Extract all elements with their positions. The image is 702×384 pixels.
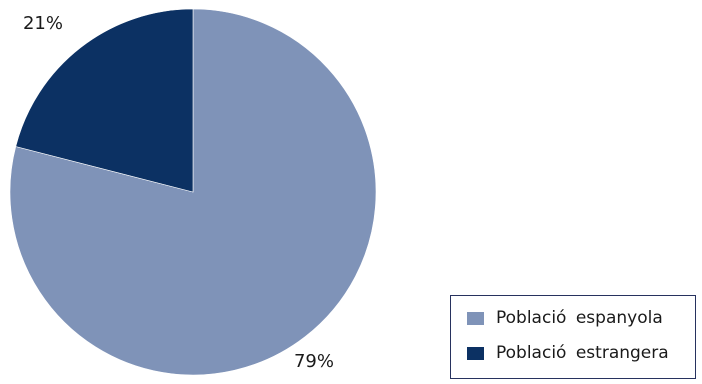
legend-label-poblacio-espanyola: Població espanyola xyxy=(496,308,663,328)
legend-swatch-poblacio-espanyola xyxy=(467,311,484,325)
legend-swatch-poblacio-estrangera xyxy=(467,346,484,360)
chart-legend: Població espanyola Població estrangera xyxy=(450,295,696,379)
legend-label-poblacio-estrangera: Població estrangera xyxy=(496,343,669,363)
pie-data-labels: 79% 21% xyxy=(23,13,334,372)
pie-slice-poblaci-estrangera xyxy=(15,8,194,193)
data-label-poblaci-estrangera: 21% xyxy=(23,13,63,34)
data-label-poblaci-espanyola: 79% xyxy=(294,351,334,372)
legend-item-poblacio-espanyola: Població espanyola xyxy=(467,306,663,330)
pie-slices xyxy=(9,8,377,376)
pie-slice-poblaci-espanyola xyxy=(9,8,377,376)
legend-item-poblacio-estrangera: Població estrangera xyxy=(467,341,669,365)
